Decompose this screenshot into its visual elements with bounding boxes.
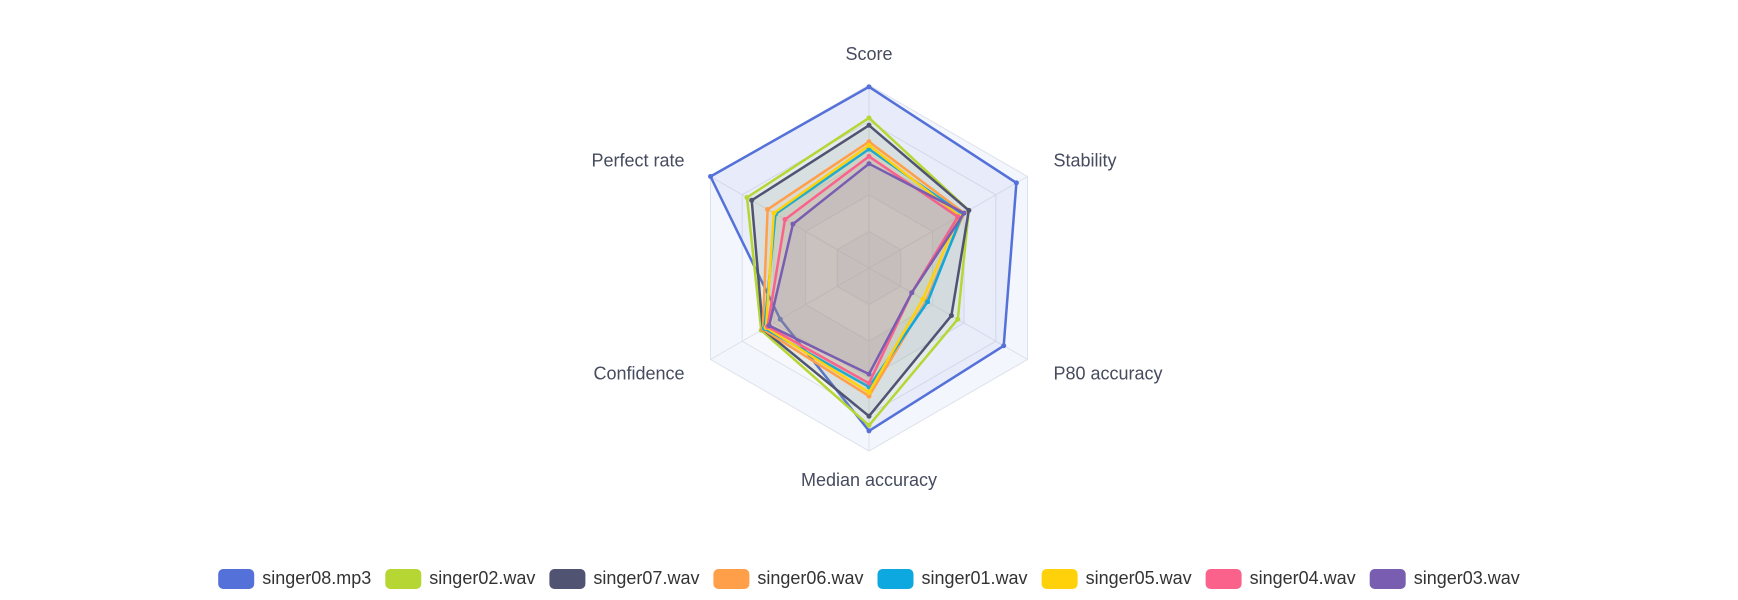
legend-item[interactable]: singer05.wav (1041, 568, 1192, 589)
legend-label[interactable]: singer05.wav (1086, 568, 1192, 588)
legend-swatch[interactable] (877, 569, 914, 589)
series-point (744, 195, 750, 201)
series-point (749, 197, 755, 203)
legend: singer08.mp3 singer02.wav singer07.wav sing… (218, 568, 1520, 589)
legend-swatch[interactable] (1205, 569, 1242, 589)
series-point (866, 84, 872, 90)
series-layer (708, 84, 1019, 434)
legend-item[interactable]: singer03.wav (1369, 568, 1520, 589)
series-point (955, 316, 961, 322)
series-point (866, 389, 872, 395)
legend-swatch[interactable] (549, 569, 586, 589)
legend-label[interactable]: singer04.wav (1250, 568, 1356, 588)
legend-item[interactable]: singer08.mp3 (218, 568, 371, 589)
legend-label[interactable]: singer07.wav (593, 568, 699, 588)
axis-label: Median accuracy (801, 470, 937, 490)
series-point (782, 217, 788, 223)
series-point (790, 221, 796, 227)
series-point (925, 299, 931, 305)
legend-label[interactable]: singer02.wav (429, 568, 535, 588)
series-point (866, 142, 872, 148)
legend-label[interactable]: singer01.wav (922, 568, 1028, 588)
series-point (866, 153, 872, 159)
series-point (866, 380, 872, 386)
legend-item[interactable]: singer01.wav (877, 568, 1028, 589)
series-point (866, 115, 872, 121)
legend-label[interactable]: singer03.wav (1414, 568, 1520, 588)
series-point (866, 413, 872, 419)
series-point (1001, 343, 1007, 349)
legend-item[interactable]: singer04.wav (1205, 568, 1356, 589)
series-point (765, 206, 771, 212)
legend-item[interactable]: singer06.wav (713, 568, 863, 589)
series-point (920, 296, 926, 302)
axis-label: P80 accuracy (1053, 363, 1162, 383)
legend-item[interactable]: singer07.wav (549, 568, 699, 589)
legend-swatch[interactable] (385, 569, 422, 589)
axis-labels: Score Stability P80 accuracy Median accurac… (591, 44, 1162, 490)
series-point (866, 371, 872, 377)
series-point (866, 422, 872, 428)
legend-swatch[interactable] (1369, 569, 1406, 589)
legend-item[interactable]: singer02.wav (385, 568, 535, 589)
axis-line (868, 176, 1028, 269)
axis-line (868, 267, 1028, 360)
series-point (866, 428, 872, 434)
series-point (866, 122, 872, 128)
series-point (966, 207, 972, 213)
series-point (961, 210, 967, 216)
legend-swatch[interactable] (1041, 569, 1078, 589)
axis-label: Confidence (593, 363, 684, 383)
series-point (777, 316, 783, 322)
axis-line (710, 176, 870, 269)
series-point (866, 393, 872, 399)
series-point (1013, 180, 1019, 186)
series-point (909, 290, 915, 296)
legend-swatch[interactable] (218, 569, 255, 589)
series-point (708, 174, 714, 179)
axis-line (710, 267, 870, 360)
legend-label[interactable]: singer08.mp3 (262, 568, 371, 588)
axis-label: Perfect rate (591, 150, 684, 170)
legend-swatch[interactable] (713, 569, 750, 589)
series-point (866, 139, 872, 145)
series-point (771, 210, 777, 216)
legend-label[interactable]: singer06.wav (757, 568, 863, 588)
series-point (766, 323, 772, 329)
series-point (955, 214, 961, 220)
series-point (948, 313, 954, 319)
axis-label: Stability (1053, 150, 1116, 170)
series-point (866, 161, 872, 167)
axis-label: Score (845, 44, 892, 64)
